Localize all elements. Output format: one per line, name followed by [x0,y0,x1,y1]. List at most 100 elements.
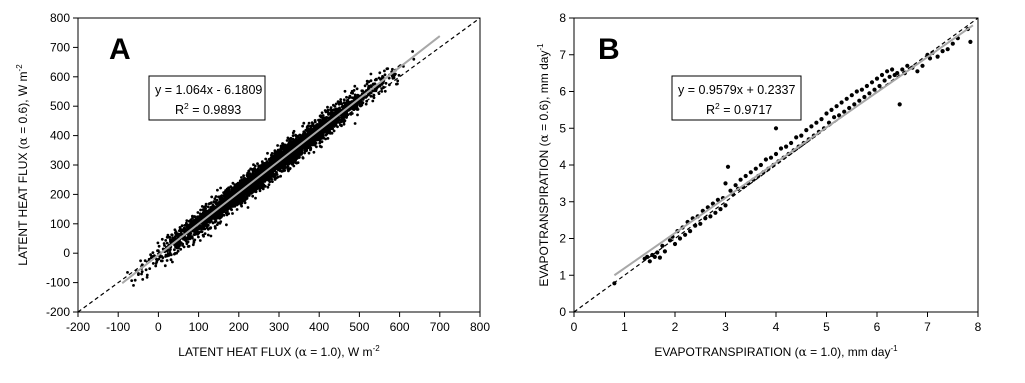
panel-b-point [864,83,870,89]
panel-b-point [882,78,887,83]
panel-a-point [191,243,195,247]
panel-a-point [339,100,342,104]
panel-a-r-squared: R2 = 0.9893 [175,101,241,117]
panel-a-point [151,262,155,265]
panel-a-point [309,147,313,151]
panel-a-point [340,118,344,122]
panel-a-point [223,197,227,201]
panel-b-point [857,98,862,103]
panel-a-point [295,150,299,154]
panel-a-point [192,233,196,236]
panel-a-point [396,79,400,83]
panel-b-point [895,71,900,76]
panel-b-identity-line [573,17,979,313]
panel-a-point [240,176,243,179]
panel-a-point [291,134,295,138]
panel-a-point [251,186,255,190]
panel-b-point [688,229,693,234]
panel-a-point [369,79,373,83]
panel-a-point [365,99,369,103]
panel-a-point [191,214,194,218]
panel-b-point [647,259,652,264]
panel-a-point [324,128,328,132]
panel-a-point [307,151,311,155]
panel-a-point [261,187,265,191]
panel-b-point [723,181,728,186]
panel-a-point [288,141,291,145]
panel-a-point [325,126,329,130]
panel-a-point [349,100,352,104]
panel-a-point [364,102,368,106]
panel-a-point [229,193,233,197]
panel-a-point [318,118,322,122]
panel-b-x-tick-label: 0 [571,320,578,334]
panel-a-point [227,191,230,195]
panel-a-point [286,165,290,168]
panel-a-x-axis-label: LATENT HEAT FLUX (α = 1.0), W m-2 [178,344,380,359]
panel-a-point [300,138,304,142]
panel-a-point [209,234,213,238]
panel-a-point [224,204,228,208]
panel-b-r-value: = 0.9717 [720,103,773,117]
panel-a-point [126,271,129,274]
panel-a-point [306,130,310,133]
panel-b-point [693,223,698,228]
panel-a-point [279,164,283,168]
panel-a-point [264,176,267,179]
panel-a-point [337,102,341,106]
panel-a-point [283,169,287,172]
panel-a-point [182,245,186,249]
panel-a-point [322,118,326,121]
panel-b-x-axis-label: EVAPOTRANSPIRATION (α = 1.0), mm day-1 [654,344,898,359]
panel-a-point [269,160,273,164]
panel-a-point [202,234,206,238]
panel-a-point [342,101,346,105]
panel-a-point [295,134,299,138]
panel-a-point [327,112,330,116]
panel-a-point [336,100,340,104]
panel-a-point [345,99,349,103]
panel-a-x-tick-label: 0 [155,320,162,334]
panel-a-point [313,135,317,139]
panel-b-equation-box [671,75,802,121]
panel-a-point [199,208,203,212]
panel-a-point [218,200,222,204]
panel-a-point [258,189,262,193]
panel-a-point [318,130,322,134]
panel-b-point [743,173,748,179]
panel-a-point [303,135,307,139]
panel-a-point [218,221,222,225]
panel-a-point [311,143,315,146]
panel-a-point [133,278,137,282]
panel-a-point [345,114,349,118]
panel-b-point [869,80,875,85]
panel-a-point [279,174,282,178]
panel-a-point [217,215,221,219]
panel-a-point [327,123,331,127]
panel-a-point [235,208,239,211]
panel-a-point [160,237,164,241]
panel-a-point [165,241,169,245]
panel-b-point [763,157,769,162]
panel-a-point [361,101,365,104]
panel-a-point [227,204,230,208]
panel-a-point [291,156,294,160]
panel-a-point [240,198,244,202]
panel-a-point [270,152,274,155]
panel-a-point [186,236,189,240]
panel-a-point [345,95,348,99]
panel-a-y-tick-label: 600 [50,70,70,84]
panel-a-r-sup: 2 [184,101,189,111]
panel-a-point [214,226,217,230]
panel-a-point [372,96,376,100]
panel-a-point [218,210,222,214]
panel-a-point [392,76,396,80]
panel-a-point [179,247,183,251]
panel-b-point [728,188,733,193]
panel-b-point [877,83,882,89]
panel-a-point [343,89,347,93]
panel-b-point [950,41,955,46]
panel-a-point [268,173,272,177]
panel-a-point [151,251,155,255]
panel-a-point [291,143,295,147]
